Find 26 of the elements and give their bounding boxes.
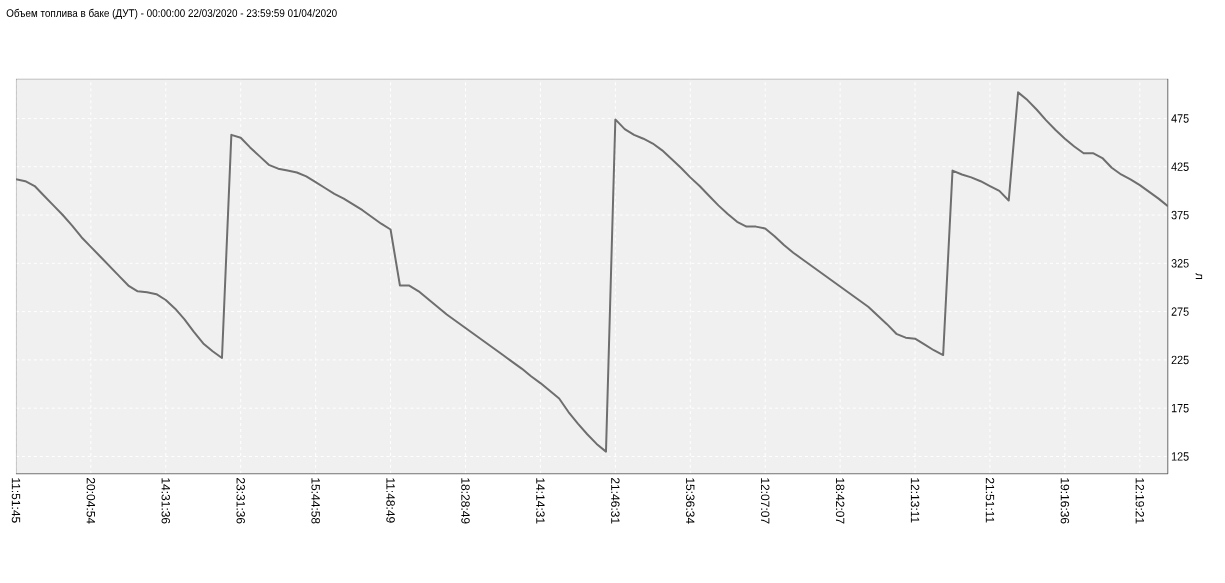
x-tick-label: 23:31:36 xyxy=(236,477,245,524)
x-tick-label: 18:28:49 xyxy=(461,478,470,524)
y-tick-label: 175 xyxy=(1171,404,1189,413)
x-tick-label: 12:13:11 xyxy=(910,478,920,523)
x-tick-label: 21:46:31 xyxy=(611,477,620,524)
x-tick-label: 15:36:34 xyxy=(686,478,695,524)
x-tick-label: 12:07:07 xyxy=(760,478,770,524)
y-tick-label: 325 xyxy=(1171,259,1189,268)
x-tick-label: 15:44:58 xyxy=(311,478,320,524)
y-tick-label: 425 xyxy=(1171,162,1189,171)
x-tick-label: 11:48:49 xyxy=(386,478,395,523)
x-tick-label: 20:04:54 xyxy=(86,477,96,524)
y-tick-label: 275 xyxy=(1171,307,1189,316)
y-tick-label: 225 xyxy=(1171,355,1189,365)
x-tick-label: 18:42:07 xyxy=(835,478,845,524)
y-tick-label: 475 xyxy=(1171,114,1189,123)
x-tick-label: 21:51:11 xyxy=(985,477,995,523)
y-axis-title: л xyxy=(1195,272,1203,280)
x-tick-label: 19:16:36 xyxy=(1060,478,1070,524)
x-tick-label: 11:51:45 xyxy=(11,478,21,523)
x-tick-label: 12:19:21 xyxy=(1135,478,1145,524)
x-tick-label: 14:14:31 xyxy=(536,478,545,524)
chart-title: Объем топлива в баке (ДУТ) - 00:00:00 22/03/2020 - 23:59:59 01/04/2020 xyxy=(6,8,337,20)
x-tick-label: 14:31:36 xyxy=(161,478,171,524)
y-tick-label: 375 xyxy=(1171,210,1189,220)
y-tick-label: 125 xyxy=(1171,452,1189,461)
